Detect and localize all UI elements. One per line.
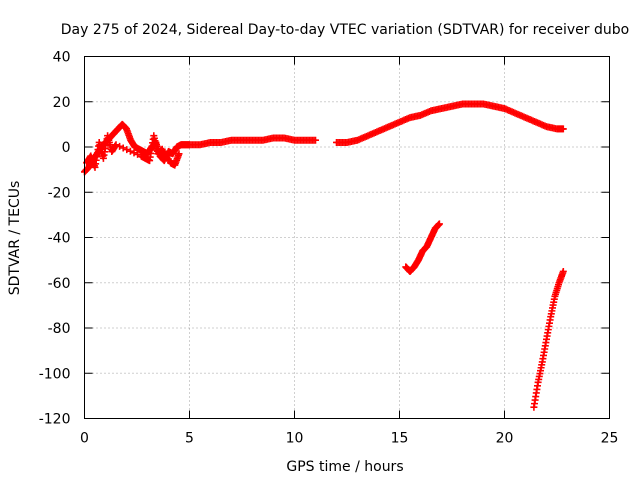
axis-ticks: 0 5 10 15 20 25 -120 -100 -80 -60 -40 -20 0 20 40	[39, 50, 619, 447]
data-point	[112, 141, 120, 149]
series-points	[402, 220, 443, 275]
y-tick-label: -40	[48, 231, 71, 247]
data-marks	[81, 100, 567, 411]
y-tick-label: 0	[62, 140, 71, 156]
y-axis-label: SDTVAR / TECUs	[7, 181, 23, 296]
data-point	[119, 144, 127, 152]
data-point	[312, 136, 319, 144]
x-tick-label: 15	[391, 431, 409, 447]
data-point	[559, 267, 567, 275]
x-tick-label: 25	[601, 431, 619, 447]
y-tick-label: -20	[48, 185, 71, 201]
x-tick-label: 10	[286, 431, 304, 447]
y-tick-label: 20	[53, 95, 71, 111]
data-point	[130, 149, 138, 157]
x-tick-label: 20	[496, 431, 514, 447]
series-points	[333, 100, 567, 146]
data-point	[559, 125, 567, 133]
plot-frame	[84, 56, 610, 419]
series-points	[530, 267, 567, 411]
series-points	[83, 132, 183, 171]
data-point	[175, 150, 183, 158]
data-point	[123, 146, 131, 154]
y-tick-label: -80	[48, 321, 71, 337]
y-tick-label: -100	[39, 366, 71, 382]
x-tick-label: 0	[80, 431, 89, 447]
data-point	[134, 150, 142, 158]
x-tick-label: 5	[185, 431, 194, 447]
data-point	[126, 147, 134, 155]
data-point	[435, 220, 443, 228]
grid	[84, 56, 610, 419]
y-tick-label: -60	[48, 276, 71, 292]
data-point	[116, 142, 124, 150]
chart-title: Day 275 of 2024, Sidereal Day-to-day VTE…	[61, 22, 629, 38]
y-tick-label: 40	[53, 50, 71, 66]
y-tick-label: -120	[39, 412, 71, 428]
x-axis-label: GPS time / hours	[286, 459, 403, 475]
